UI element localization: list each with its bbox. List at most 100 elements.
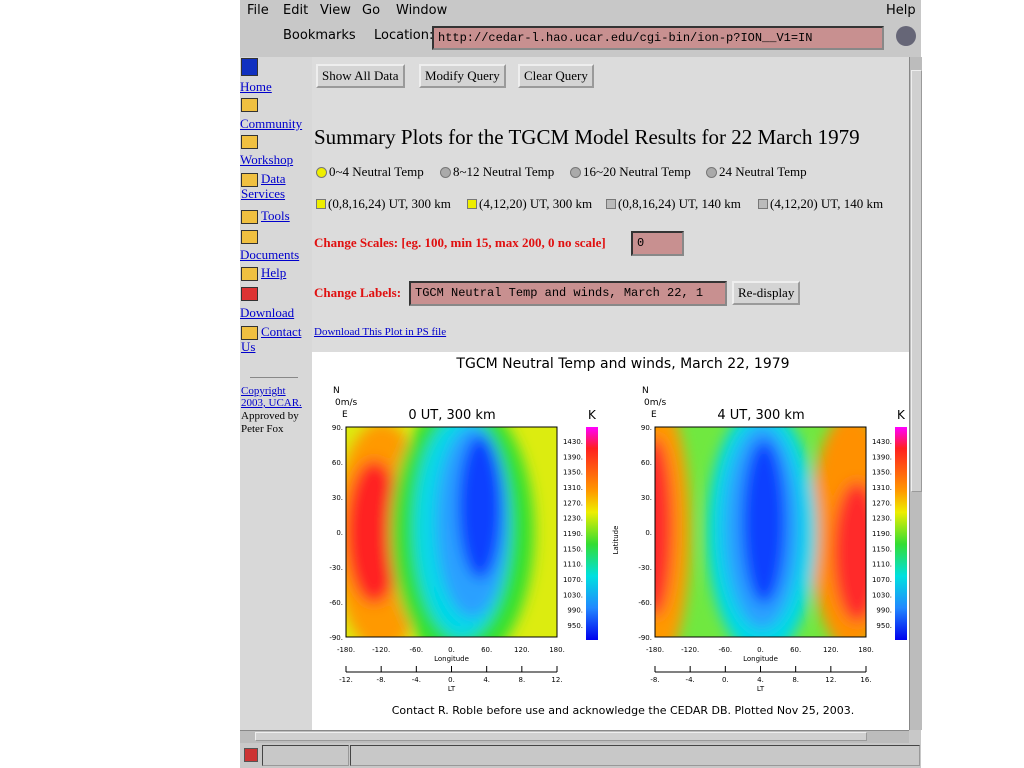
colorbar-label: 1350. — [872, 469, 892, 477]
lt-tick-label: 8. — [792, 676, 799, 684]
unit-label: K — [588, 408, 597, 422]
checkbox-label: (0,8,16,24) UT, 140 km — [618, 196, 741, 211]
radio-button[interactable] — [440, 167, 451, 178]
lat-tick-label: -30. — [329, 564, 343, 572]
lt-tick-label: 0. — [448, 676, 455, 684]
labels-input[interactable]: TGCM Neutral Temp and winds, March 22, 1 — [409, 281, 727, 306]
menu-item[interactable]: File — [247, 3, 269, 18]
bookmark-icon[interactable] — [244, 28, 274, 44]
lt-tick-label: -8. — [650, 676, 659, 684]
checkbox-label: (0,8,16,24) UT, 300 km — [328, 196, 451, 211]
h-scroll-thumb[interactable] — [255, 732, 867, 741]
heading: Summary Plots for the TGCM Model Results… — [314, 125, 860, 149]
query-button[interactable]: Clear Query — [518, 64, 594, 88]
sidebar-link[interactable]: Tools — [261, 208, 290, 223]
sidebar-icon[interactable] — [241, 210, 258, 224]
unit-label: K — [897, 408, 906, 422]
colorbar-label: 1230. — [563, 515, 583, 523]
scales-input[interactable]: 0 — [631, 231, 684, 256]
lt-tick-label: -8. — [377, 676, 386, 684]
sidebar-link[interactable]: Workshop — [240, 152, 294, 167]
sidebar-icon[interactable] — [241, 135, 258, 149]
lt-tick-label: 0. — [722, 676, 729, 684]
lon-tick-label: -120. — [681, 646, 699, 654]
menu-item[interactable]: View — [320, 3, 351, 18]
sidebar-icon[interactable] — [241, 267, 258, 281]
radio-button[interactable] — [316, 167, 327, 178]
status-field — [262, 745, 349, 766]
sidebar-icon[interactable] — [241, 173, 258, 187]
menu-item[interactable]: Go — [362, 3, 381, 18]
sidebar-link[interactable]: Download — [240, 305, 295, 320]
checkbox[interactable] — [758, 199, 768, 209]
lt-label: LT — [757, 685, 765, 693]
lat-tick-label: 60. — [332, 459, 343, 467]
radio-label: 16~20 Neutral Temp — [583, 164, 691, 179]
colorbar-label: 1070. — [872, 576, 892, 584]
plot-frame — [654, 426, 867, 638]
menu-item[interactable]: Help — [886, 3, 916, 18]
download-link[interactable]: Download This Plot in PS file — [314, 326, 447, 338]
colorbar-label: 1150. — [872, 545, 892, 553]
sidebar-icon[interactable] — [241, 230, 258, 244]
sidebar-icon[interactable] — [241, 326, 258, 340]
radio-button[interactable] — [570, 167, 581, 178]
lon-tick-label: -60. — [718, 646, 732, 654]
colorbar-label: 1070. — [563, 576, 583, 584]
colorbar-label: 1310. — [872, 484, 892, 492]
colorbar-label: 950. — [876, 622, 892, 630]
lt-tick-label: 12. — [551, 676, 562, 684]
colorbar — [586, 427, 598, 640]
copyright-link[interactable]: Copyright 2003, UCAR. — [241, 385, 302, 409]
sidebar — [240, 57, 312, 730]
east-label: E — [342, 410, 348, 420]
colorbar-label: 950. — [567, 622, 583, 630]
bookmarks-button[interactable]: Bookmarks — [283, 28, 356, 43]
sidebar-icon[interactable] — [241, 58, 258, 76]
lon-tick-label: 60. — [481, 646, 492, 654]
scales-label: Change Scales: [eg. 100, min 15, max 200… — [314, 235, 606, 250]
sidebar-link[interactable]: Contact Us — [241, 324, 302, 354]
sidebar-link[interactable]: Help — [261, 265, 287, 280]
sidebar-link[interactable]: Data Services — [241, 171, 286, 201]
heatmap-0 — [346, 427, 557, 637]
colorbar-label: 1110. — [563, 561, 583, 569]
checkbox[interactable] — [316, 199, 326, 209]
query-button[interactable]: Show All Data — [316, 64, 405, 88]
security-icon[interactable] — [244, 748, 258, 762]
colorbar-label: 1430. — [872, 438, 892, 446]
lon-tick-label: 120. — [823, 646, 839, 654]
sidebar-icon[interactable] — [241, 98, 258, 112]
lon-tick-label: 180. — [549, 646, 565, 654]
checkbox[interactable] — [467, 199, 477, 209]
colorbar-label: 1110. — [872, 561, 892, 569]
lon-tick-label: -180. — [646, 646, 664, 654]
v-scroll-thumb[interactable] — [911, 70, 922, 492]
checkbox[interactable] — [606, 199, 616, 209]
radio-button[interactable] — [706, 167, 717, 178]
colorbar-label: 1390. — [563, 453, 583, 461]
sidebar-icon[interactable] — [241, 287, 258, 301]
url-field[interactable]: http://cedar-l.hao.ucar.edu/cgi-bin/ion-… — [432, 26, 884, 50]
colorbar-label: 1230. — [872, 515, 892, 523]
separator — [250, 377, 298, 378]
lt-tick-label: 12. — [825, 676, 836, 684]
sidebar-link[interactable]: Documents — [240, 247, 300, 262]
heatmap-1 — [655, 427, 866, 637]
panel-title: 4 UT, 300 km — [717, 408, 804, 423]
colorbar-label: 1270. — [563, 499, 583, 507]
lat-tick-label: 0. — [645, 529, 652, 537]
redisplay-button[interactable]: Re-display — [732, 281, 801, 305]
menu-item[interactable]: Edit — [283, 3, 309, 18]
status-bar — [350, 745, 920, 766]
x-axis-label: Longitude — [743, 655, 778, 663]
lat-tick-label: -60. — [329, 599, 343, 607]
panel-title: 0 UT, 300 km — [408, 408, 495, 423]
sidebar-link[interactable]: Community — [240, 116, 303, 131]
approved-text: Approved by Peter Fox — [241, 410, 299, 435]
menu-item[interactable]: Window — [396, 3, 448, 18]
sidebar-link[interactable]: Home — [240, 79, 272, 94]
query-button[interactable]: Modify Query — [419, 64, 506, 88]
lon-tick-label: 60. — [790, 646, 801, 654]
